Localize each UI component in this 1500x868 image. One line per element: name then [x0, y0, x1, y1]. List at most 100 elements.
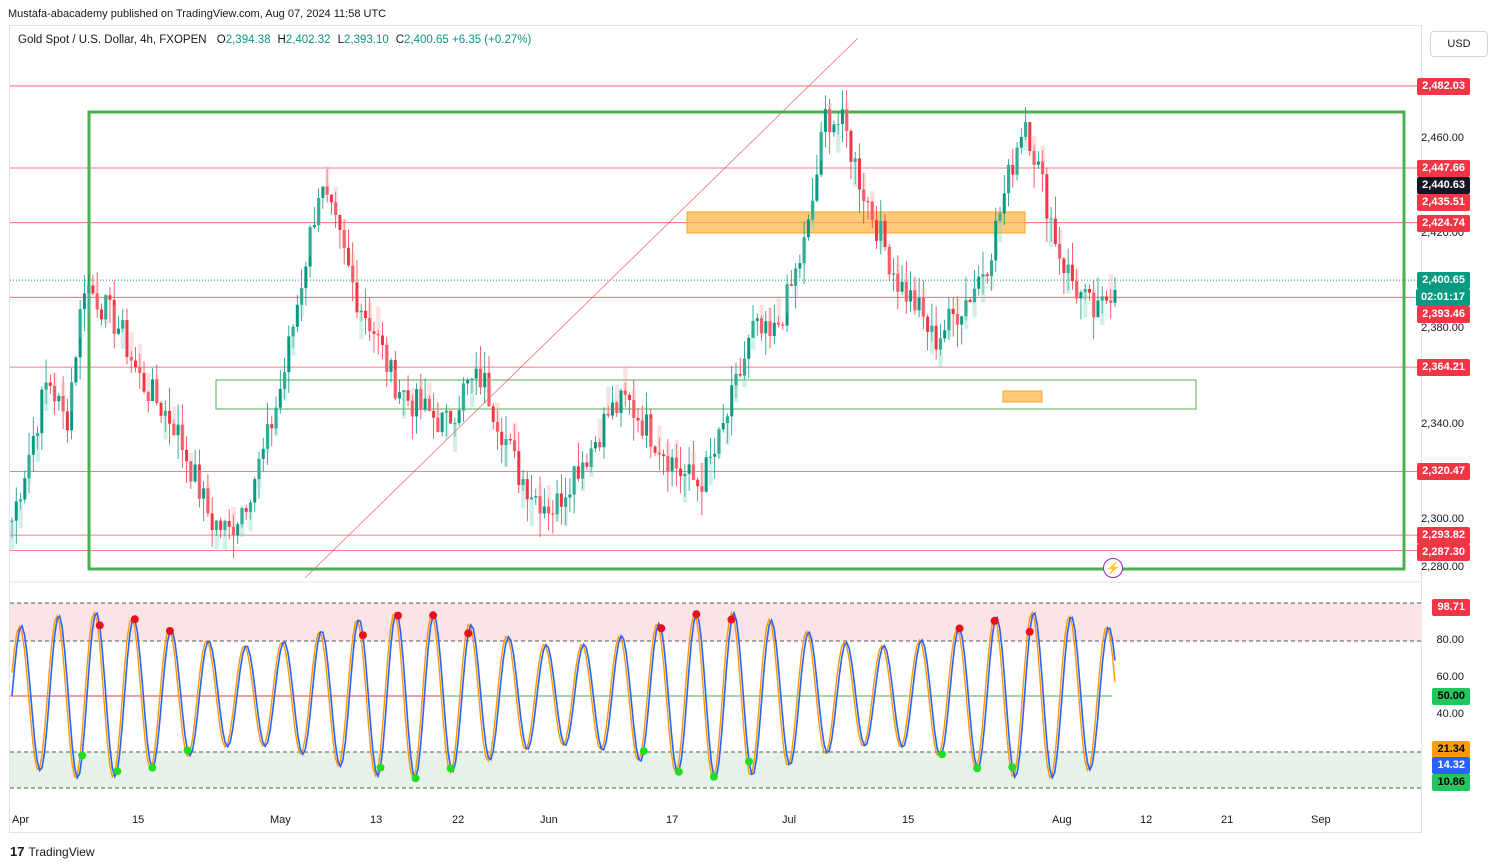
price-tag[interactable]: 2,440.63 — [1417, 176, 1470, 194]
price-tag[interactable]: 2,293.82 — [1417, 527, 1470, 545]
candle-body — [317, 197, 321, 226]
candle-body — [189, 461, 193, 482]
price-tag[interactable]: 2,435.51 — [1417, 193, 1470, 211]
candle-body — [892, 273, 896, 275]
candle-body — [751, 320, 755, 338]
trend-band — [665, 442, 671, 471]
candle-body — [679, 468, 683, 477]
demand-zone — [1002, 390, 1043, 403]
trend-band — [521, 479, 526, 508]
trend-band — [759, 304, 764, 334]
candle-body — [934, 325, 938, 350]
trend-band — [154, 374, 160, 404]
candle-body — [1083, 289, 1087, 293]
trend-band — [231, 506, 236, 536]
trend-band — [1032, 136, 1037, 165]
overbought-dot — [657, 624, 666, 633]
candle-body — [789, 284, 793, 286]
price-tag[interactable]: 2,400.65 — [1417, 272, 1470, 290]
trend-band — [1100, 296, 1105, 326]
price-tag[interactable]: 2,393.46 — [1417, 306, 1470, 324]
candle-body — [159, 403, 163, 416]
trend-band — [742, 358, 747, 388]
trend-band — [1057, 229, 1062, 259]
price-tag[interactable]: 2,320.47 — [1417, 463, 1470, 481]
trend-band — [955, 295, 960, 325]
overbought-dot — [990, 616, 999, 625]
candle-body — [99, 309, 103, 320]
trend-band — [69, 382, 74, 412]
oversold-dot — [709, 772, 718, 781]
candle-body — [755, 318, 759, 321]
candle-body — [649, 414, 653, 447]
candle-body — [210, 513, 214, 530]
candle-body — [1070, 264, 1074, 282]
candle-body — [376, 333, 380, 336]
stoch-d-line — [11, 610, 1116, 781]
candle-body — [363, 310, 367, 319]
candle-body — [372, 331, 376, 334]
price-tag[interactable]: 2,287.30 — [1417, 544, 1470, 562]
candle-body — [142, 372, 146, 392]
trend-band — [401, 390, 407, 419]
candle-body — [857, 158, 861, 190]
trend-band — [716, 429, 722, 459]
candle-body — [994, 220, 998, 261]
candle-body — [151, 379, 155, 401]
candle-body — [406, 390, 410, 401]
trend-band — [895, 263, 901, 292]
overbought-dot — [955, 624, 964, 633]
candle-body — [1053, 218, 1057, 244]
price-tag[interactable]: 2,424.74 — [1417, 214, 1470, 232]
trend-band — [291, 326, 296, 356]
price-tag[interactable]: 2,482.03 — [1417, 77, 1470, 95]
candle-body — [419, 389, 423, 410]
price-tag[interactable]: 2,447.66 — [1417, 159, 1470, 177]
trend-band — [333, 186, 338, 215]
candle-body — [116, 328, 120, 334]
trend-band — [248, 502, 253, 532]
candle-body — [121, 320, 125, 329]
trend-band — [572, 466, 577, 495]
trend-band — [325, 166, 330, 195]
candle-body — [19, 499, 23, 502]
flash-icon[interactable]: ⚡ — [1103, 558, 1123, 578]
trend-band — [989, 260, 994, 289]
tradingview-logo[interactable]: 17 TradingView — [10, 844, 95, 859]
trend-band — [95, 280, 100, 310]
candle-body — [104, 295, 108, 320]
trend-band — [1066, 264, 1071, 294]
candle-body — [295, 304, 299, 327]
candle-body — [138, 367, 142, 373]
trend-band — [853, 158, 858, 188]
trend-band — [810, 200, 815, 230]
candle-body — [530, 497, 534, 500]
candle-body — [398, 392, 402, 399]
symbol-title[interactable]: Gold Spot / U.S. Dollar, 4h, FXOPEN — [18, 34, 207, 46]
currency-button[interactable]: USD — [1430, 31, 1488, 57]
oversold-dot — [411, 774, 420, 783]
candle-body — [1049, 218, 1053, 220]
trend-band — [222, 520, 228, 550]
candle-body — [227, 520, 231, 527]
candle-body — [768, 321, 772, 336]
candle-body — [10, 520, 14, 522]
candle-body — [926, 316, 930, 332]
price-tag[interactable]: 02:01:17 — [1415, 289, 1470, 307]
trend-band — [504, 438, 509, 468]
time-tick: Jul — [782, 814, 797, 826]
candle-body — [129, 356, 133, 361]
candle-body — [683, 473, 687, 477]
candle-body — [900, 281, 904, 292]
trend-band — [648, 418, 654, 447]
candle-body — [670, 457, 674, 471]
candle-body — [610, 402, 614, 416]
candle-body — [193, 464, 197, 482]
price-tick: 2,300.00 — [1421, 513, 1464, 526]
candle-body — [862, 189, 866, 202]
candle-body — [1096, 300, 1100, 318]
price-tag[interactable]: 2,364.21 — [1417, 359, 1470, 377]
trend-band — [1040, 145, 1045, 175]
trend-band — [27, 454, 32, 484]
